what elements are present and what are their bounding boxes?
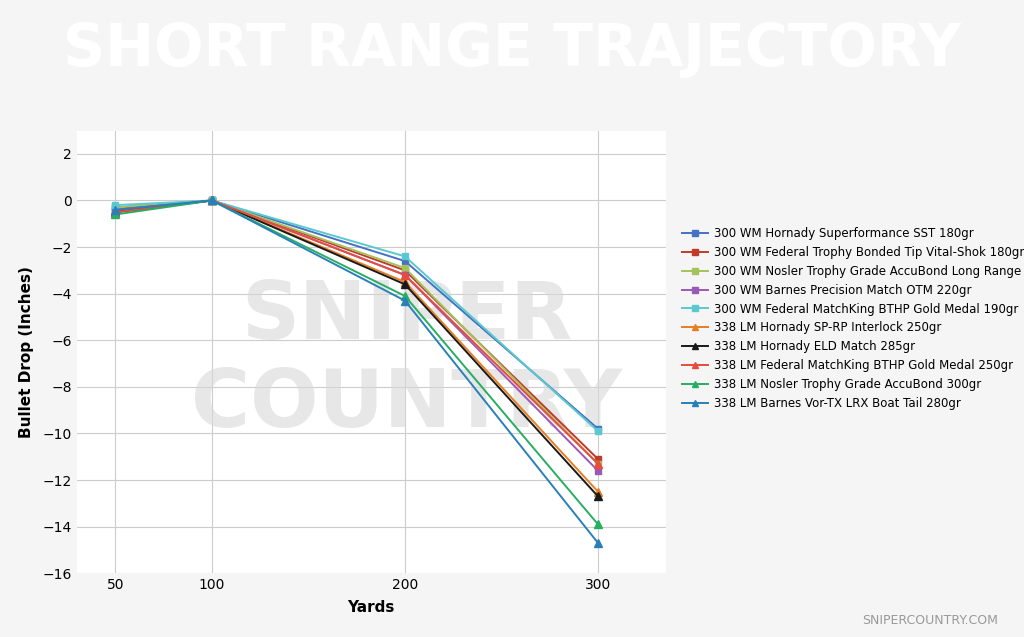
X-axis label: Yards: Yards xyxy=(347,601,395,615)
Text: SNIPERCOUNTRY.COM: SNIPERCOUNTRY.COM xyxy=(862,615,998,627)
Text: SHORT RANGE TRAJECTORY: SHORT RANGE TRAJECTORY xyxy=(63,21,961,78)
Legend: 300 WM Hornady Superformance SST 180gr, 300 WM Federal Trophy Bonded Tip Vital-S: 300 WM Hornady Superformance SST 180gr, … xyxy=(682,227,1024,410)
Y-axis label: Bullet Drop (Inches): Bullet Drop (Inches) xyxy=(19,266,34,438)
Text: SNIPER: SNIPER xyxy=(241,278,572,355)
Text: COUNTRY: COUNTRY xyxy=(190,366,623,444)
